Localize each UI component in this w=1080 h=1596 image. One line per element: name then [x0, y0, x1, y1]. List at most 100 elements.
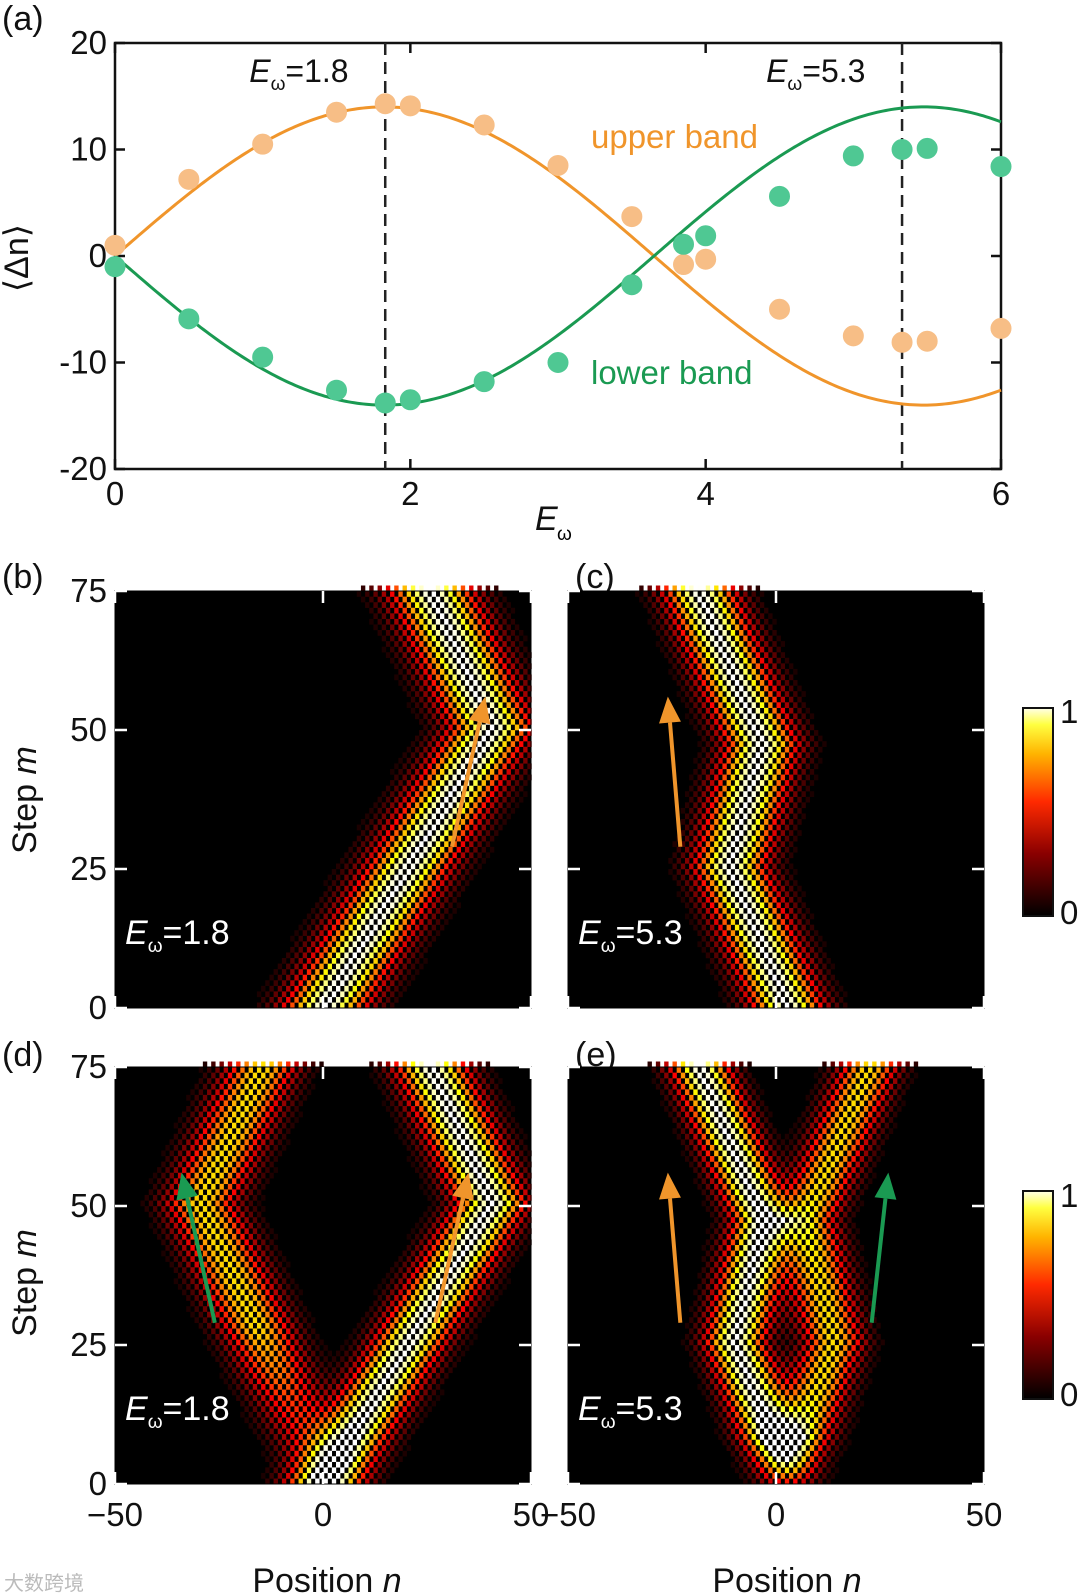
heat-cell	[697, 896, 702, 903]
heat-cell	[231, 1189, 237, 1196]
heat-cell	[385, 830, 391, 836]
heat-cell	[415, 935, 420, 942]
heat-cell	[402, 819, 407, 825]
heat-cell	[202, 1339, 208, 1346]
heat-cell	[751, 757, 756, 764]
heat-cell	[768, 1445, 773, 1451]
heat-cell	[768, 668, 773, 675]
heat-cell	[410, 807, 416, 814]
heat-cell	[689, 841, 694, 848]
heat-cell	[294, 1061, 299, 1068]
heat-cell	[419, 1306, 424, 1312]
heat-cell	[277, 1150, 283, 1157]
heat-cell	[177, 1261, 183, 1268]
heat-cell	[273, 1467, 278, 1474]
heat-cell	[851, 1422, 856, 1429]
heat-cell	[506, 757, 511, 764]
heat-cell	[469, 1306, 474, 1312]
heat-cell	[805, 985, 810, 992]
heat-cell	[415, 768, 420, 775]
heat-cell	[315, 935, 320, 942]
heat-cell	[277, 1261, 283, 1268]
heat-cell	[186, 1150, 191, 1157]
heat-cell	[473, 835, 478, 842]
heat-cell	[519, 641, 524, 647]
heat-cell	[211, 1094, 216, 1101]
heat-cell	[498, 780, 503, 786]
heat-cell	[356, 924, 362, 931]
heat-cell	[402, 863, 407, 870]
heat-cell	[801, 958, 806, 964]
heat-cell	[173, 1278, 179, 1285]
heat-cell	[385, 863, 391, 870]
heat-cell	[739, 930, 744, 936]
heat-cell	[444, 607, 449, 614]
heat-cell	[252, 1194, 258, 1201]
heat-cell	[439, 1222, 445, 1229]
heat-cell	[734, 880, 740, 886]
heat-cell	[772, 763, 777, 770]
heat-cell	[709, 835, 715, 842]
heat-cell	[415, 657, 420, 664]
heat-cell	[780, 1383, 786, 1390]
heat-cell	[444, 1250, 449, 1257]
heat-cell	[444, 1317, 449, 1324]
heat-cell	[743, 757, 748, 764]
heat-cell	[813, 1383, 819, 1390]
heat-cell	[734, 624, 740, 631]
heat-cell	[469, 1283, 474, 1290]
heat-cell	[390, 1067, 395, 1073]
heat-cell	[390, 1289, 395, 1296]
heat-cell	[473, 1122, 478, 1129]
heat-cell	[369, 618, 374, 625]
heat-cell	[431, 835, 437, 842]
heat-cell	[435, 785, 441, 792]
heat-cell	[739, 730, 744, 736]
heat-cell	[780, 941, 786, 948]
heat-cell	[755, 1439, 761, 1446]
heat-cell	[311, 930, 316, 936]
heat-cell	[747, 607, 752, 614]
heat-cell	[140, 1200, 145, 1207]
heat-cell	[718, 946, 723, 953]
heat-cell	[415, 757, 420, 764]
heat-cell	[431, 1133, 437, 1140]
heat-cell	[734, 946, 740, 953]
heat-cell	[755, 752, 761, 759]
heat-cell	[331, 1002, 337, 1009]
heat-cell	[464, 880, 470, 886]
heat-cell	[419, 830, 424, 836]
heat-cell	[265, 1222, 270, 1229]
heat-cell	[294, 1306, 299, 1312]
heat-cell	[439, 857, 445, 864]
heat-cell	[460, 730, 466, 736]
heat-cell	[244, 1094, 249, 1101]
heat-cell	[772, 885, 777, 892]
heat-cell	[448, 902, 453, 909]
heat-cell	[348, 902, 353, 909]
heat-cell	[502, 596, 507, 603]
heat-cell	[863, 1383, 869, 1390]
heat-cell	[514, 1244, 520, 1251]
heat-cell	[730, 963, 736, 970]
heat-cell	[818, 991, 823, 998]
heat-cell	[439, 713, 445, 720]
heat-cell	[335, 1383, 341, 1390]
heat-cell	[730, 1406, 736, 1412]
heat-cell	[460, 819, 466, 825]
heat-cell	[377, 1328, 382, 1335]
heat-cell	[198, 1244, 204, 1251]
heat-cell	[390, 846, 395, 853]
heat-cell	[394, 1306, 399, 1312]
heat-cell	[747, 752, 752, 759]
heat-cell	[834, 1467, 840, 1474]
heat-cell	[419, 718, 424, 725]
heat-cell	[211, 1183, 216, 1190]
heat-cell	[315, 1434, 320, 1440]
heat-cell	[360, 596, 366, 603]
heat-cell	[215, 1345, 220, 1351]
heat-cell	[809, 958, 815, 964]
heat-cell	[693, 869, 698, 875]
heat-cell	[231, 1233, 237, 1240]
heat-cell	[739, 1472, 744, 1479]
